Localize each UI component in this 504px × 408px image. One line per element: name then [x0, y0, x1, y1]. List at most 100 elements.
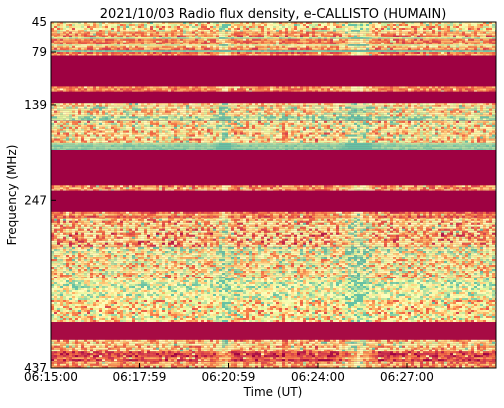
heatmap-cell [138, 34, 141, 36]
heatmap-cell [354, 34, 357, 36]
heatmap-cell [369, 118, 372, 120]
heatmap-cell [189, 54, 192, 56]
heatmap-cell [432, 54, 435, 56]
heatmap-cell [348, 86, 351, 88]
heatmap-cell [474, 44, 477, 46]
heatmap-cell [480, 113, 483, 115]
heatmap-cell [231, 36, 234, 37]
heatmap-cell [426, 28, 429, 30]
heatmap-cell [279, 115, 282, 117]
heatmap-cell [219, 43, 222, 44]
heatmap-cell [69, 46, 72, 48]
heatmap-cell [84, 24, 87, 26]
heatmap-cell [399, 30, 402, 32]
heatmap-cell [489, 26, 492, 28]
heatmap-cell [390, 43, 393, 44]
heatmap-cell [168, 50, 171, 52]
heatmap-cell [162, 30, 165, 32]
heatmap-cell [357, 44, 360, 46]
heatmap-cell [333, 50, 336, 52]
heatmap-cell [291, 103, 294, 105]
heatmap-cell [252, 109, 255, 111]
heatmap-cell [375, 111, 378, 113]
heatmap-cell [306, 36, 309, 37]
heatmap-cell [384, 103, 387, 105]
heatmap-cell [336, 111, 339, 113]
heatmap-cell [177, 111, 180, 113]
heatmap-cell [174, 36, 177, 37]
heatmap-cell [93, 52, 96, 54]
heatmap-cell [57, 115, 60, 117]
heatmap-cell [351, 50, 354, 52]
heatmap-cell [168, 30, 171, 32]
heatmap-cell [60, 32, 63, 34]
heatmap-cell [378, 105, 381, 107]
heatmap-cell [108, 34, 111, 36]
heatmap-cell [150, 105, 153, 107]
heatmap-cell [291, 37, 294, 39]
heatmap-cell [138, 39, 141, 41]
heatmap-cell [165, 54, 168, 56]
heatmap-cell [273, 32, 276, 34]
heatmap-cell [183, 115, 186, 117]
heatmap-cell [72, 28, 75, 30]
heatmap-cell [405, 44, 408, 46]
heatmap-cell [288, 107, 291, 109]
heatmap-cell [492, 24, 495, 26]
heatmap-cell [462, 48, 465, 50]
heatmap-cell [207, 90, 210, 91]
heatmap-cell [438, 115, 441, 117]
heatmap-cell [249, 116, 252, 118]
heatmap-cell [480, 115, 483, 117]
heatmap-cell [240, 44, 243, 46]
heatmap-cell [87, 109, 90, 111]
heatmap-cell [345, 121, 348, 123]
heatmap-cell [234, 43, 237, 44]
heatmap-cell [438, 90, 441, 91]
heatmap-cell [300, 36, 303, 37]
heatmap-cell [444, 107, 447, 109]
heatmap-cell [267, 109, 270, 111]
heatmap-cell [261, 113, 264, 115]
heatmap-cell [201, 105, 204, 107]
heatmap-cell [126, 111, 129, 113]
heatmap-cell [201, 39, 204, 41]
heatmap-cell [264, 44, 267, 46]
heatmap-cell [126, 37, 129, 39]
heatmap-cell [471, 107, 474, 109]
heatmap-cell [63, 107, 66, 109]
heatmap-cell [138, 109, 141, 111]
heatmap-cell [480, 36, 483, 37]
heatmap-cell [267, 113, 270, 115]
heatmap-cell [492, 36, 495, 37]
heatmap-cell [411, 105, 414, 107]
heatmap-cell [273, 86, 276, 88]
heatmap-cell [84, 26, 87, 28]
heatmap-cell [426, 88, 429, 90]
heatmap-cell [156, 88, 159, 90]
heatmap-cell [429, 54, 432, 56]
heatmap-cell [285, 105, 288, 107]
heatmap-cell [354, 115, 357, 117]
heatmap-cell [108, 48, 111, 50]
heatmap-cell [387, 48, 390, 50]
heatmap-cell [318, 39, 321, 41]
heatmap-cell [318, 88, 321, 90]
heatmap-cell [213, 103, 216, 105]
heatmap-cell [306, 48, 309, 50]
heatmap-cell [429, 48, 432, 50]
heatmap-cell [324, 86, 327, 88]
heatmap-cell [300, 118, 303, 120]
heatmap-cell [399, 88, 402, 90]
heatmap-cell [408, 34, 411, 36]
heatmap-cell [168, 36, 171, 37]
heatmap-cell [153, 28, 156, 30]
heatmap-cell [387, 50, 390, 52]
heatmap-cell [291, 113, 294, 115]
heatmap-cell [105, 118, 108, 120]
heatmap-cell [159, 48, 162, 50]
heatmap-cell [330, 41, 333, 43]
heatmap-cell [441, 46, 444, 48]
heatmap-cell [267, 105, 270, 107]
heatmap-cell [153, 116, 156, 118]
